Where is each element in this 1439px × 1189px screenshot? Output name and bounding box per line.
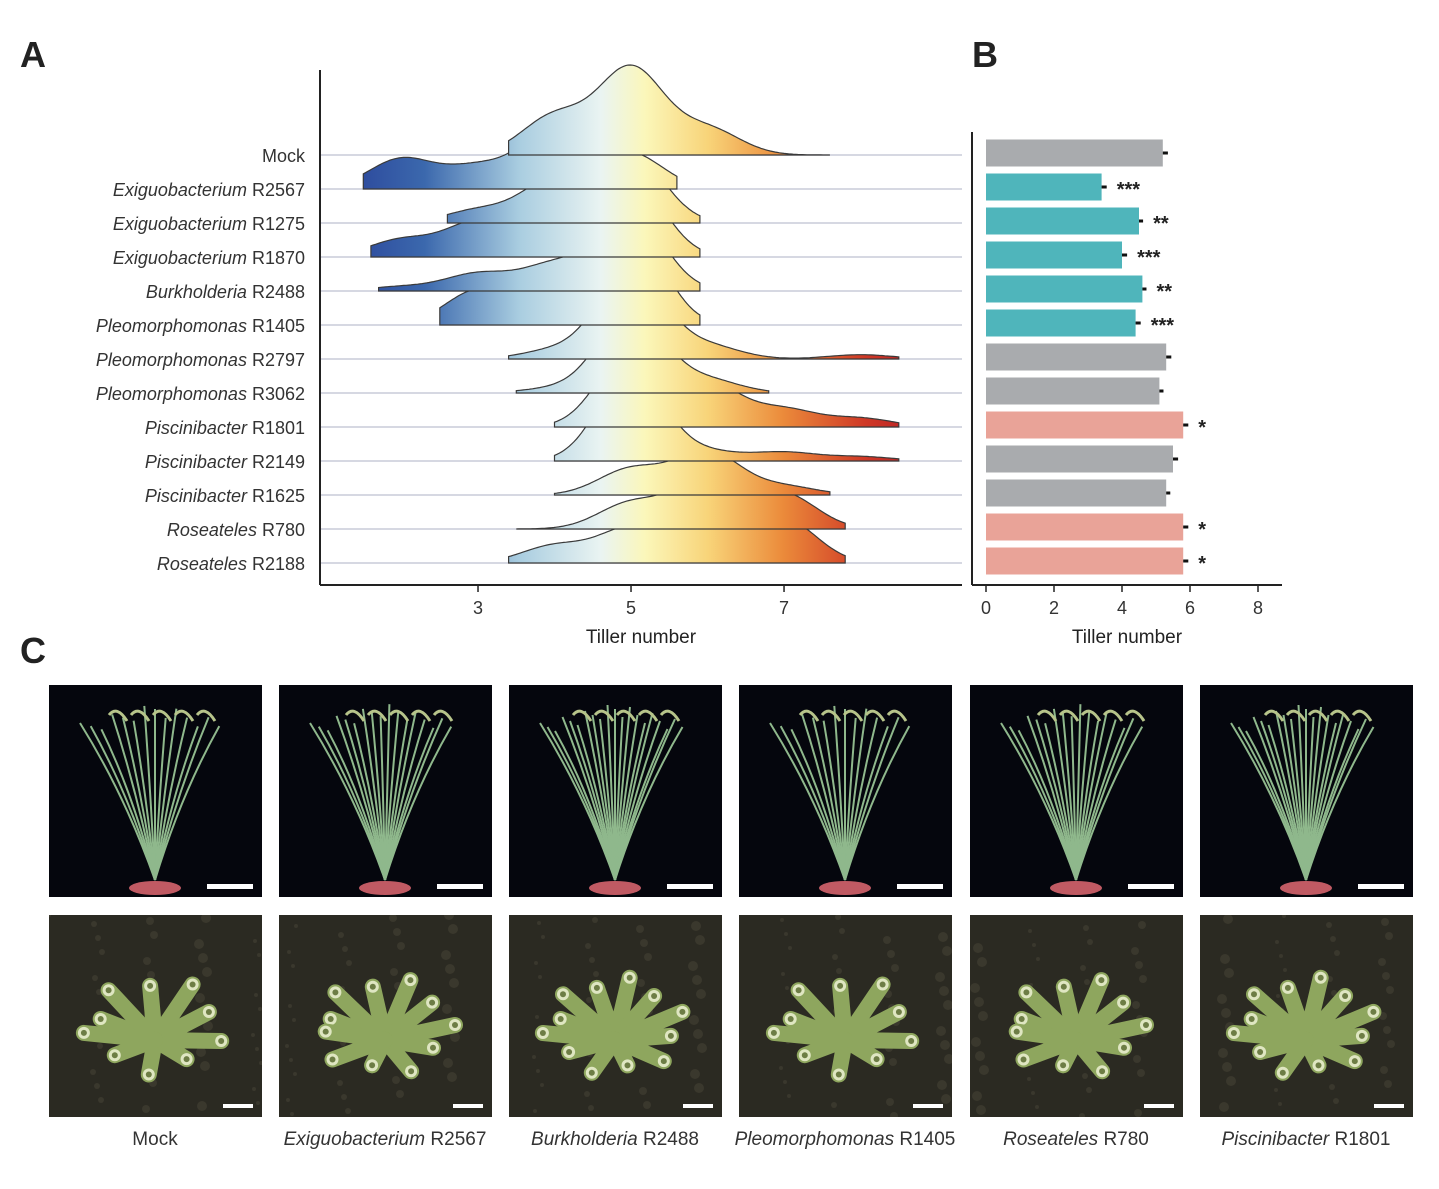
- bar-significance-5: ***: [1151, 315, 1175, 337]
- bar-xtick-label-4: 8: [1253, 598, 1263, 618]
- panel-label-b: B: [972, 34, 998, 75]
- stem-photo-5: [1200, 915, 1413, 1117]
- bar-3: [986, 241, 1122, 269]
- bar-9: [986, 445, 1173, 473]
- ridgeline-densities: [362, 64, 900, 564]
- bar-5: [986, 309, 1136, 337]
- ridge-label-8: Piscinibacter R1801: [145, 418, 305, 438]
- stem-photo-4: [970, 915, 1183, 1117]
- ridge-label-11: Roseateles R780: [167, 520, 305, 540]
- ridge-label-7: Pleomorphomonas R3062: [96, 384, 305, 404]
- bar-significance-11: *: [1198, 519, 1206, 541]
- bar-x-axis-label: Tiller number: [1072, 627, 1183, 648]
- ridge-xtick-label-0: 3: [473, 598, 483, 618]
- plant-photo-1: [279, 685, 492, 897]
- photo-caption-4: Roseateles R780: [1003, 1129, 1149, 1150]
- bar-1: [986, 173, 1102, 201]
- charts-canvas: Roseateles R2188 Roseateles R780 Pisciniba…: [96, 64, 1282, 648]
- ridge-label-5: Pleomorphomonas R1405: [96, 316, 305, 336]
- plant-photo-3: [739, 685, 952, 897]
- ridge-label-12: Roseateles R2188: [157, 554, 305, 574]
- stem-photo-1: [279, 915, 492, 1117]
- ridge-xtick-label-1: 5: [626, 598, 636, 618]
- photo-caption-1: Exiguobacterium R2567: [283, 1129, 487, 1150]
- panel-label-a: A: [20, 34, 46, 75]
- photo-caption-0: Mock: [132, 1129, 178, 1150]
- bar-significance-12: *: [1198, 553, 1206, 575]
- ridge-label-2: Exiguobacterium R1275: [113, 214, 305, 234]
- ridge-xtick-label-2: 7: [779, 598, 789, 618]
- bar-2: [986, 207, 1139, 235]
- bar-xtick-label-3: 6: [1185, 598, 1195, 618]
- ridgeline-x-ticks: 3 5 7: [473, 585, 789, 618]
- bar-8: [986, 411, 1184, 439]
- stem-photo-2: [509, 915, 722, 1117]
- photo-caption-2: Burkholderia R2488: [531, 1129, 699, 1150]
- ridge-label-0: Mock: [262, 146, 306, 166]
- bar-significance-4: **: [1156, 281, 1172, 303]
- ridge-label-10: Piscinibacter R1625: [145, 486, 305, 506]
- bar-xtick-label-2: 4: [1117, 598, 1127, 618]
- ridgeline-category-labels: Roseateles R2188 Roseateles R780 Pisciniba…: [96, 146, 306, 574]
- ridgeline-x-axis-label: Tiller number: [586, 627, 697, 648]
- ridge-label-1: Exiguobacterium R2567: [113, 180, 305, 200]
- ridge-density-0: [508, 64, 830, 156]
- bar-significance-1: ***: [1117, 179, 1141, 201]
- bar-4: [986, 275, 1143, 303]
- bar-xtick-label-0: 0: [981, 598, 991, 618]
- bar-6: [986, 343, 1167, 371]
- bar-7: [986, 377, 1160, 405]
- ridge-label-6: Pleomorphomonas R2797: [96, 350, 305, 370]
- bar-xtick-label-1: 2: [1049, 598, 1059, 618]
- photo-caption-5: Piscinibacter R1801: [1221, 1129, 1391, 1150]
- bar-significance-8: *: [1198, 417, 1206, 439]
- plant-photo-4: [970, 685, 1183, 897]
- photo-caption-3: Pleomorphomonas R1405: [734, 1129, 956, 1150]
- bar-x-ticks: 0 2 4 6 8: [981, 585, 1263, 618]
- ridge-label-9: Piscinibacter R2149: [145, 452, 305, 472]
- plant-photo-5: [1200, 685, 1413, 897]
- bar-0: [986, 139, 1163, 167]
- bar-11: [986, 513, 1184, 541]
- panel-label-c: C: [20, 630, 46, 671]
- ridge-label-4: Burkholderia R2488: [146, 282, 305, 302]
- bar-significance-3: ***: [1137, 247, 1161, 269]
- plant-photo-2: [509, 685, 722, 897]
- bar-12: [986, 547, 1184, 575]
- bar-10: [986, 479, 1167, 507]
- stem-photo-0: [49, 915, 262, 1117]
- bar-chart-bars: ****************: [986, 139, 1206, 575]
- stem-photo-3: [739, 915, 952, 1117]
- ridge-label-3: Exiguobacterium R1870: [113, 248, 305, 268]
- bar-significance-2: **: [1153, 213, 1169, 235]
- plant-photo-0: [49, 685, 262, 897]
